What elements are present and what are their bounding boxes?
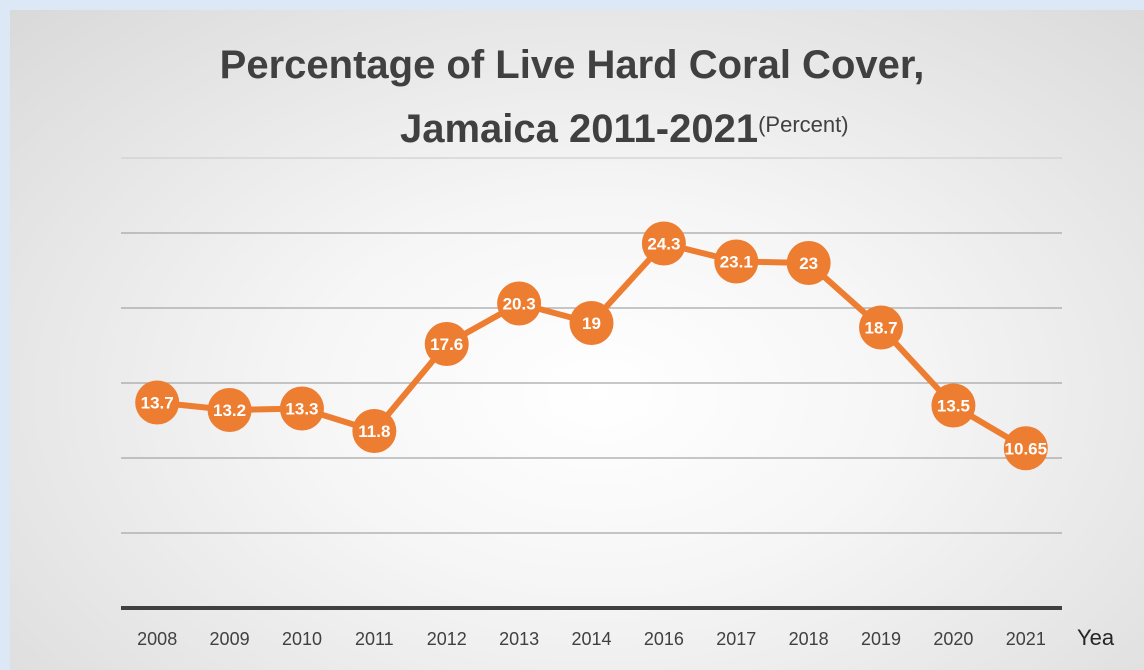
x-tick-label: 2017 xyxy=(716,629,756,649)
x-tick-label: 2008 xyxy=(137,629,177,649)
data-label: 23.1 xyxy=(720,253,753,272)
data-point-marker xyxy=(931,383,976,428)
series-markers xyxy=(135,221,1048,471)
x-tick-label: 2014 xyxy=(571,629,611,649)
data-label: 20.3 xyxy=(503,295,536,314)
x-tick-label: 2018 xyxy=(789,629,829,649)
data-point-marker xyxy=(714,239,759,284)
data-label: 17.6 xyxy=(430,335,463,354)
data-label: 24.3 xyxy=(647,235,680,254)
data-point-marker xyxy=(207,388,252,432)
data-label: 13.5 xyxy=(937,397,970,416)
data-point-marker xyxy=(859,305,904,350)
data-labels: 13.7 13.2 13.3 11.8 17.6 20.3 19 24.3 23.1 23 18.7… xyxy=(141,235,1047,459)
data-point-marker xyxy=(424,322,469,366)
x-tick-label: 2019 xyxy=(861,629,901,649)
gridlines xyxy=(121,157,1062,534)
x-tick-label: 2016 xyxy=(644,629,684,649)
chart-title: Percentage of Live Hard Coral Cover, xyxy=(219,43,925,87)
data-label: 23 xyxy=(799,254,818,273)
data-label: 19 xyxy=(582,314,601,333)
data-label: 13.7 xyxy=(141,394,174,413)
x-tick-label: 2011 xyxy=(355,629,394,649)
data-point-marker xyxy=(786,241,831,285)
chart-title-line2-text: Jamaica 2011-2021 xyxy=(400,107,759,151)
x-axis-label: Yea xyxy=(1077,625,1115,650)
chart-title-line2: Jamaica 2011-2021(Percent) xyxy=(400,100,849,154)
x-tick-label: 2012 xyxy=(427,629,467,649)
data-label: 18.7 xyxy=(864,319,897,338)
data-point-marker xyxy=(279,386,324,431)
x-tick-labels: 2008 2009 2010 2011 2012 2013 2014 2016 2017 2018… xyxy=(137,629,1046,649)
x-tick-label: 2021 xyxy=(1006,629,1046,649)
x-tick-label: 2013 xyxy=(499,629,539,649)
data-label: 10.65 xyxy=(1005,439,1048,458)
data-label: 13.3 xyxy=(285,400,318,419)
data-point-marker xyxy=(352,409,397,453)
chart-area xyxy=(10,10,1144,670)
data-point-marker xyxy=(1003,426,1048,471)
data-label: 13.2 xyxy=(213,401,246,420)
chart-subtitle: (Percent) xyxy=(758,112,849,137)
data-point-marker xyxy=(569,301,614,345)
data-point-marker xyxy=(641,221,686,266)
x-tick-label: 2020 xyxy=(933,629,973,649)
x-tick-label: 2010 xyxy=(282,629,322,649)
data-point-marker xyxy=(135,380,180,425)
x-tick-label: 2009 xyxy=(210,629,250,649)
data-point-marker xyxy=(497,281,542,326)
data-label: 11.8 xyxy=(358,422,390,441)
